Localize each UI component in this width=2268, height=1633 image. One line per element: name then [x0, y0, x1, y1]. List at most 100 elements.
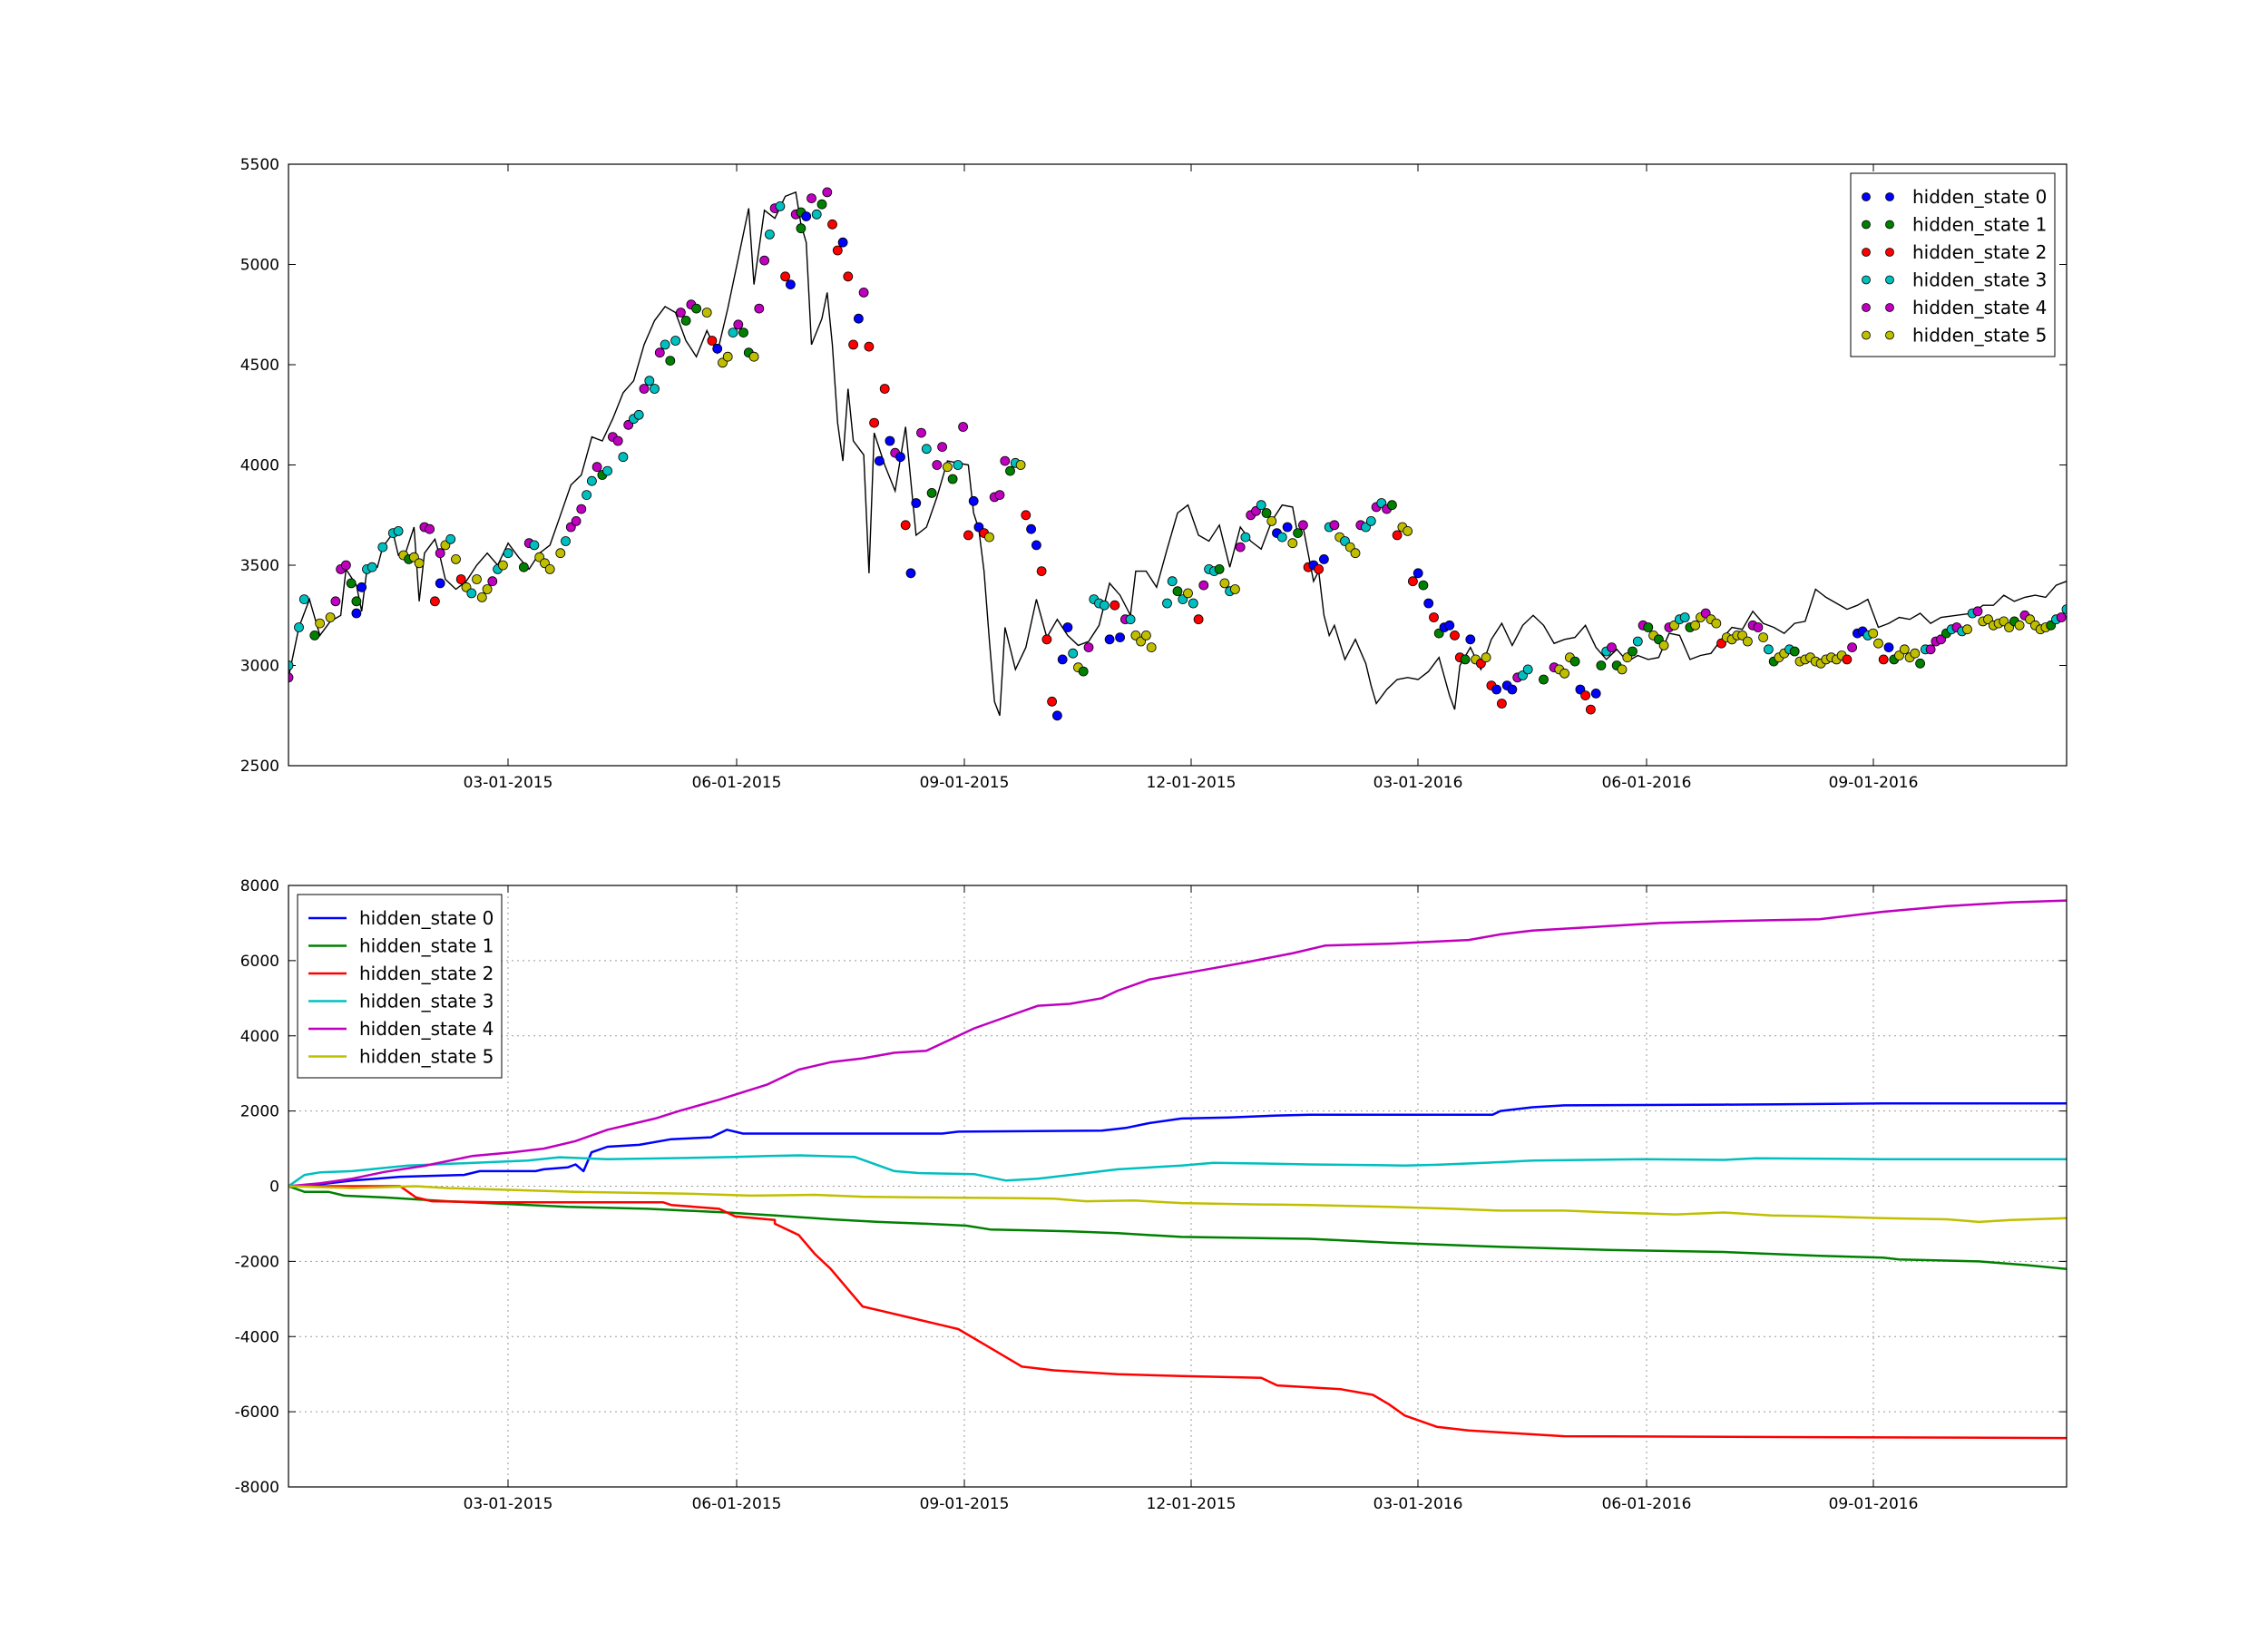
point-hidden-state-3	[811, 209, 822, 220]
point-hidden-state-1	[665, 356, 676, 367]
legend-label: hidden_state 4	[359, 1018, 494, 1040]
point-hidden-state-5	[1403, 526, 1413, 536]
legend-label: hidden_state 5	[359, 1046, 494, 1068]
point-hidden-state-3	[377, 542, 388, 552]
point-hidden-state-4	[994, 490, 1005, 500]
legend-label: hidden_state 4	[1912, 297, 2047, 318]
point-hidden-state-3	[561, 536, 571, 546]
point-hidden-state-0	[801, 211, 812, 221]
point-hidden-state-4	[754, 303, 765, 314]
point-hidden-state-1	[816, 199, 827, 210]
point-hidden-state-1	[1628, 646, 1637, 657]
point-hidden-state-5	[1873, 638, 1883, 649]
point-hidden-state-4	[340, 560, 351, 571]
point-hidden-state-4	[612, 435, 623, 446]
point-hidden-state-4	[807, 193, 816, 204]
point-hidden-state-5	[555, 548, 566, 559]
point-hidden-state-3	[1162, 598, 1172, 609]
point-hidden-state-0	[1031, 540, 1041, 551]
point-hidden-state-3	[445, 533, 456, 544]
series-line-hidden-state-3	[288, 1154, 2067, 1188]
series-line-hidden-state-4	[288, 899, 2067, 1188]
x-tick-label: 06-01-2015	[692, 774, 782, 792]
legend-label: hidden_state 3	[1912, 269, 2047, 291]
point-hidden-state-2	[1429, 612, 1439, 622]
point-hidden-state-0	[968, 495, 979, 506]
point-hidden-state-3	[1099, 600, 1110, 611]
point-hidden-state-3	[1679, 612, 1690, 622]
legend-label: hidden_state 0	[1912, 186, 2047, 208]
point-hidden-state-0	[1883, 642, 1894, 652]
point-hidden-state-5	[1287, 538, 1298, 549]
point-hidden-state-2	[1021, 510, 1031, 521]
x-tick-label: 06-01-2016	[1602, 1495, 1692, 1513]
point-hidden-state-4	[639, 384, 650, 394]
plot-frame	[288, 163, 2068, 767]
legend-label: hidden_state 1	[359, 935, 494, 957]
point-hidden-state-0	[1115, 632, 1125, 642]
x-tick-label: 09-01-2016	[1829, 1495, 1919, 1513]
point-hidden-state-0	[854, 313, 864, 324]
point-hidden-state-3	[953, 460, 963, 470]
point-hidden-state-3	[1188, 598, 1198, 609]
point-hidden-state-0	[1062, 622, 1073, 632]
y-tick-label: 0	[269, 1178, 279, 1197]
point-hidden-state-1	[680, 315, 691, 326]
point-hidden-state-4	[1847, 642, 1857, 652]
point-hidden-state-5	[451, 554, 461, 564]
point-hidden-state-0	[1444, 620, 1455, 631]
point-hidden-state-3	[294, 622, 304, 632]
point-hidden-state-1	[1078, 666, 1089, 677]
price-line	[288, 191, 2067, 717]
point-hidden-state-4	[591, 462, 602, 473]
point-hidden-state-3	[1764, 644, 1774, 655]
x-tick-label: 03-01-2016	[1374, 1495, 1463, 1513]
point-hidden-state-0	[1104, 634, 1115, 645]
point-hidden-state-4	[676, 308, 686, 318]
point-hidden-state-5	[1711, 618, 1722, 629]
legend-label: hidden_state 2	[359, 963, 494, 984]
point-hidden-state-4	[932, 460, 943, 470]
point-hidden-state-4	[1198, 580, 1209, 591]
x-tick-label: 09-01-2015	[920, 774, 1010, 792]
point-hidden-state-1	[926, 488, 937, 498]
point-hidden-state-1	[346, 578, 357, 589]
series-line-hidden-state-5	[288, 1185, 2067, 1224]
plot-area	[288, 899, 2067, 1440]
point-hidden-state-1	[691, 303, 701, 314]
legend-marker	[1862, 248, 1871, 257]
point-hidden-state-2	[869, 417, 879, 428]
x-tick-label: 03-01-2015	[464, 774, 553, 792]
point-hidden-state-5	[2014, 620, 2025, 631]
point-hidden-state-5	[943, 462, 953, 473]
point-hidden-state-3	[1632, 636, 1643, 647]
point-hidden-state-1	[1261, 508, 1272, 518]
point-hidden-state-0	[786, 279, 796, 290]
point-hidden-state-4	[822, 187, 833, 198]
legend-box	[297, 894, 503, 1079]
point-hidden-state-0	[905, 568, 916, 579]
point-hidden-state-5	[1962, 624, 1972, 635]
point-hidden-state-5	[476, 592, 487, 602]
point-hidden-state-5	[1481, 652, 1491, 663]
point-hidden-state-5	[482, 584, 493, 594]
y-tick-label: 4500	[240, 357, 279, 375]
point-hidden-state-4	[571, 516, 582, 526]
point-hidden-state-3	[393, 526, 404, 536]
y-tick-label: 2000	[240, 1103, 279, 1121]
legend-marker	[1885, 330, 1894, 340]
point-hidden-state-0	[1052, 710, 1062, 721]
point-hidden-state-5	[984, 532, 994, 543]
x-tick-label: 12-01-2015	[1147, 774, 1237, 792]
point-hidden-state-3	[288, 660, 294, 670]
point-hidden-state-0	[1491, 684, 1501, 695]
point-hidden-state-4	[916, 427, 926, 438]
point-hidden-state-0	[1057, 654, 1068, 665]
point-hidden-state-5	[1230, 584, 1240, 594]
point-hidden-state-4	[425, 523, 435, 534]
point-hidden-state-4	[1972, 606, 1983, 617]
point-hidden-state-5	[1559, 668, 1569, 679]
point-hidden-state-0	[1319, 554, 1329, 564]
point-hidden-state-4	[330, 596, 341, 607]
legend-label: hidden_state 1	[1912, 214, 2047, 236]
